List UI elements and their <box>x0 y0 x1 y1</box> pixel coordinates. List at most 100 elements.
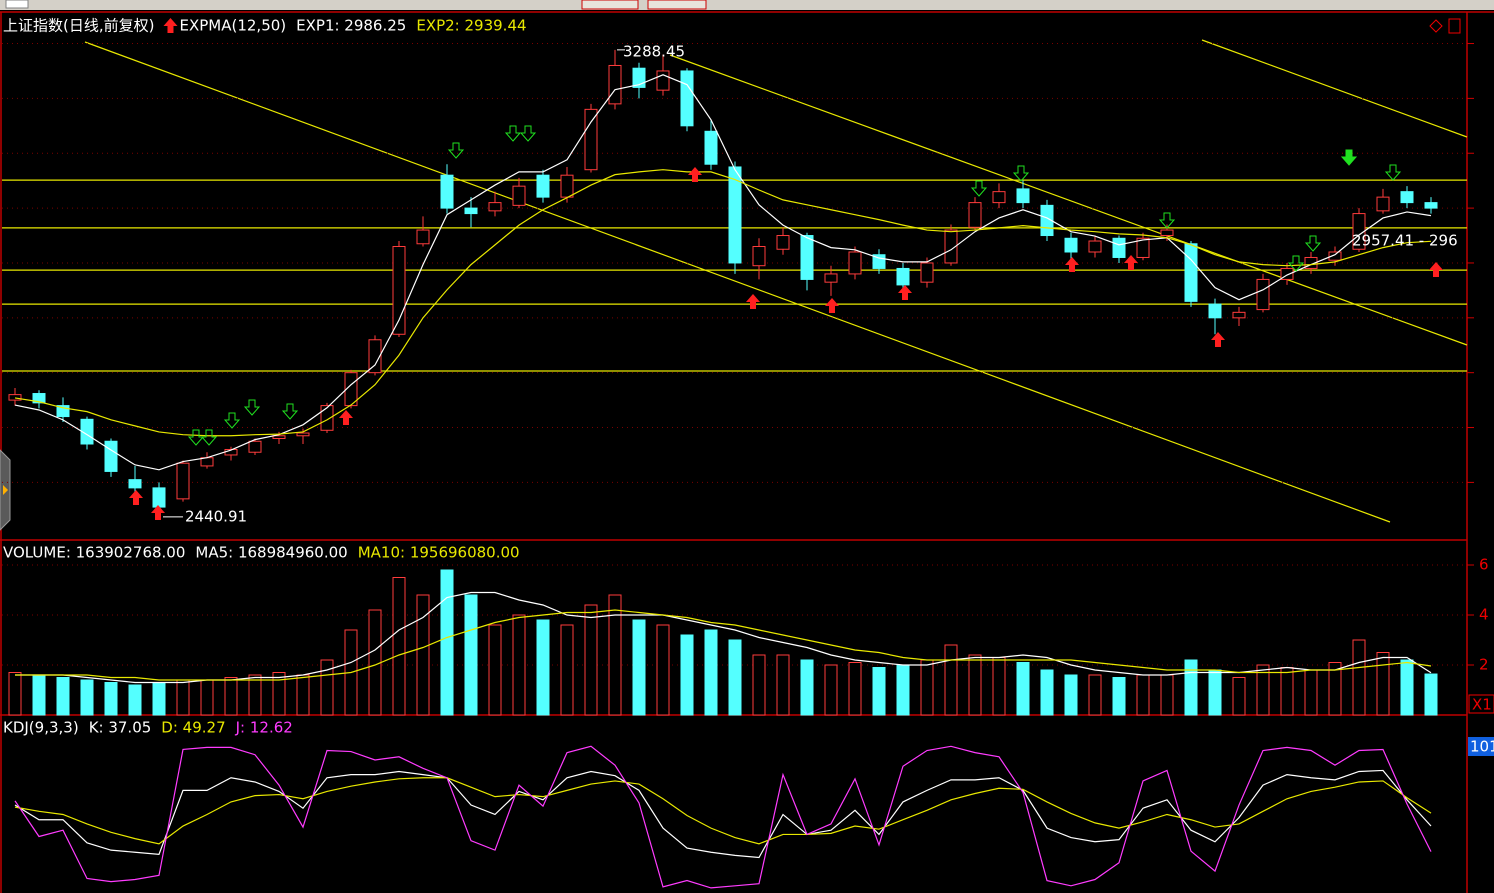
candle-body <box>1400 191 1414 204</box>
volume-bar <box>872 667 886 716</box>
volume-bar <box>56 677 70 716</box>
buy-signal <box>1211 332 1225 347</box>
candle-body <box>1184 243 1198 302</box>
volume-bar <box>1160 674 1174 716</box>
trend-line <box>669 54 1468 346</box>
unit-box <box>1468 694 1494 714</box>
candle-body <box>512 185 526 206</box>
chart-title: KDJ(9,3,3) <box>3 719 79 737</box>
sell-signal <box>1287 255 1305 272</box>
readout-label: 101 <box>1470 738 1494 756</box>
volume-bar <box>896 664 910 716</box>
buy-signal <box>151 505 165 520</box>
sell-signal <box>1158 212 1176 229</box>
sell-signal <box>1340 149 1358 166</box>
candle-body <box>1304 256 1318 269</box>
candle-body <box>608 64 622 105</box>
volume-bar <box>104 682 118 716</box>
buy-signal <box>1124 255 1138 270</box>
legend-entry: MA5: 168984960.00 <box>195 544 347 562</box>
readout-box <box>1468 737 1494 756</box>
y-tick-label: 4 <box>1479 606 1489 624</box>
candle-body <box>176 462 190 500</box>
sell-signal <box>281 403 299 420</box>
candle-body <box>704 130 718 165</box>
candle-body <box>1232 311 1246 319</box>
side-toggle-arrow[interactable] <box>3 485 8 495</box>
sell-signal <box>970 180 988 197</box>
buy-signal <box>688 167 702 182</box>
volume-bar <box>1136 674 1150 716</box>
candle-body <box>1256 278 1270 311</box>
volume-bar <box>272 672 286 716</box>
buy-signal <box>339 410 353 425</box>
candle-body <box>848 251 862 275</box>
legend-entry: EXP2: 2939.44 <box>416 17 526 35</box>
volume-bar <box>176 679 190 716</box>
candle-body <box>248 440 262 453</box>
candle-body <box>320 405 334 431</box>
menu-bar[interactable] <box>0 0 1494 10</box>
volume-bar <box>464 594 478 716</box>
buy-signal <box>746 294 760 309</box>
sell-signal <box>223 412 241 429</box>
legend-entry: MA10: 195696080.00 <box>358 544 520 562</box>
volume-bar <box>752 654 766 716</box>
legend-entry: J: 12.62 <box>235 719 293 737</box>
menu-tab[interactable] <box>647 0 707 10</box>
volume-bar <box>800 659 814 716</box>
legend-entry: K: 37.05 <box>89 719 152 737</box>
sell-signal <box>200 429 218 446</box>
volume-bar <box>1328 662 1342 716</box>
exp1-line <box>14 74 1432 471</box>
candle-body <box>800 235 814 280</box>
volume-bar <box>1208 669 1222 716</box>
volume-bar <box>488 624 502 716</box>
candle-body <box>56 405 70 418</box>
volume-bar <box>920 659 934 716</box>
sell-signal <box>1384 164 1402 181</box>
chart-title: 上证指数(日线,前复权) <box>3 17 154 35</box>
candle-body <box>416 229 430 245</box>
window-icon[interactable] <box>1448 18 1461 34</box>
low-label: 2440.91 <box>185 507 247 525</box>
candle-body <box>1208 303 1222 319</box>
candle-body <box>128 479 142 489</box>
sell-signal <box>519 125 537 142</box>
candle-body <box>728 166 742 264</box>
candle-body <box>104 440 118 472</box>
volume-bar <box>560 624 574 716</box>
volume-bar <box>1088 674 1102 716</box>
volume-bar <box>248 674 262 716</box>
candle-body <box>440 174 454 209</box>
volume-bar <box>680 634 694 716</box>
candle-body <box>992 191 1006 204</box>
candle-body <box>656 70 670 91</box>
volume-bar <box>224 677 238 716</box>
candle-body <box>1088 240 1102 253</box>
volume-bar <box>992 657 1006 716</box>
menu-tab[interactable] <box>581 0 639 10</box>
legend-entry: EXP1: 2986.25 <box>296 17 406 35</box>
buy-signal <box>163 18 178 33</box>
sell-signal <box>504 125 522 142</box>
volume-bar <box>1280 667 1294 716</box>
window-icon[interactable] <box>1429 19 1443 33</box>
volume-bar <box>80 679 94 716</box>
candle-body <box>560 174 574 198</box>
candle-body <box>968 202 982 228</box>
volume-bar <box>296 674 310 716</box>
menu-tab[interactable] <box>5 0 29 9</box>
volume-bar <box>824 664 838 716</box>
sell-signal <box>1012 165 1030 182</box>
volume-bar <box>776 654 790 716</box>
volume-bar <box>320 659 334 716</box>
candle-body <box>824 273 838 283</box>
candle-body <box>536 174 550 198</box>
volume-bar <box>200 679 214 716</box>
sell-signal <box>1304 235 1322 252</box>
candle-body <box>32 393 46 404</box>
volume-bar <box>968 654 982 716</box>
